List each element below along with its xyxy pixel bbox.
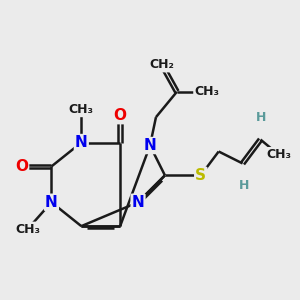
Text: CH₂: CH₂ xyxy=(149,58,174,71)
Text: N: N xyxy=(144,138,156,153)
Text: N: N xyxy=(132,195,144,210)
Text: CH₃: CH₃ xyxy=(69,103,94,116)
Text: CH₃: CH₃ xyxy=(194,85,219,98)
Text: H: H xyxy=(256,111,266,124)
Text: CH₃: CH₃ xyxy=(266,148,291,161)
Text: O: O xyxy=(15,159,28,174)
Text: N: N xyxy=(75,135,88,150)
Text: S: S xyxy=(195,168,206,183)
Text: O: O xyxy=(114,108,127,123)
Text: N: N xyxy=(45,195,58,210)
Text: H: H xyxy=(239,179,249,192)
Text: CH₃: CH₃ xyxy=(15,223,40,236)
